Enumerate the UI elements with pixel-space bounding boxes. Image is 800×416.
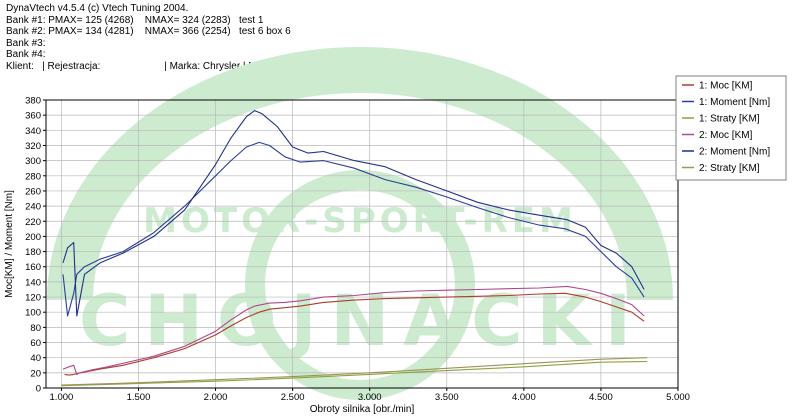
legend-label: 1: Straty [KM] [699, 114, 760, 125]
series-line-1-moc-km [64, 292, 645, 376]
y-tick-label: 140 [25, 277, 41, 288]
y-tick-label: 120 [25, 293, 41, 304]
bank-1-name: test 1 [238, 14, 264, 26]
x-tick-label: 5.000 [666, 392, 690, 403]
x-tick-label: 2.000 [204, 392, 228, 403]
bank-1-label: Bank #1: [6, 14, 46, 26]
axis-ticks: 0 20 40 60 80 100 120 140 160 180 200 220 240 260 280 3… [25, 96, 690, 404]
series-line-1-straty-km [61, 360, 648, 387]
y-tick-label: 200 [25, 232, 41, 243]
series-line-2-moment-nm [62, 110, 645, 317]
y-tick-label: 300 [25, 156, 41, 167]
bank-2-name: test 6 box 6 [238, 26, 291, 37]
legend-label: 2: Moc [KM] [699, 130, 753, 141]
series-layer [61, 110, 648, 387]
x-tick-label: 2.500 [281, 392, 305, 403]
plot-frame [45, 99, 679, 389]
legend-label: 2: Straty [KM] [699, 163, 760, 174]
legend: 1: Moc [KM] 1: Moment [Nm] 1: Straty [KM] 2… [675, 75, 787, 181]
x-tick-label: 4.000 [512, 392, 536, 403]
bank-4-label: Bank #4: [6, 49, 46, 60]
y-tick-label: 20 [30, 368, 41, 379]
bank-4-line: Bank #4: [6, 49, 348, 61]
y-tick-label: 40 [30, 353, 41, 364]
y-tick-label: 340 [25, 126, 41, 137]
x-tick-label: 3.500 [435, 392, 459, 403]
x-tick-label: 1.500 [127, 392, 151, 403]
bank-1-line: Bank #1: PMAX= 125 (4268) NMAX= 324 (228… [6, 15, 348, 27]
bank-2-pmax: PMAX= 134 (4281) [48, 26, 134, 37]
y-tick-label: 0 [36, 384, 41, 395]
legend-label: 1: Moc [KM] [699, 81, 753, 92]
y-tick-label: 100 [25, 308, 41, 319]
y-tick-label: 220 [25, 217, 41, 228]
bank-3-line: Bank #3: [6, 38, 348, 50]
y-tick-label: 180 [25, 247, 41, 258]
series-line-2-moc-km [62, 285, 645, 375]
y-tick-label: 160 [25, 262, 41, 273]
y-tick-label: 320 [25, 141, 41, 152]
series-line-1-moment-nm [62, 141, 645, 317]
y-tick-label: 280 [25, 171, 41, 182]
x-tick-label: 4.500 [589, 392, 613, 403]
y-tick-label: 380 [25, 96, 41, 107]
x-axis-title: Obroty silnika [obr./min] [310, 404, 415, 415]
bank-2-nmax: NMAX= 366 (2254) [144, 26, 231, 37]
bank-3-label: Bank #3: [6, 37, 46, 49]
y-tick-label: 260 [25, 186, 41, 197]
legend-label: 2: Moment [Nm] [699, 147, 770, 158]
y-tick-label: 80 [30, 323, 41, 334]
y-axis-title: Moc[KM] / Moment [Nm] [4, 190, 15, 298]
bank-2-label: Bank #2: [6, 26, 46, 37]
y-tick-label: 240 [25, 202, 41, 213]
legend-label: 1: Moment [Nm] [699, 97, 770, 108]
x-tick-label: 1.000 [50, 392, 74, 403]
bank-1-pmax: PMAX= 125 (4268) [48, 14, 134, 26]
bank-2-line: Bank #2: PMAX= 134 (4281) NMAX= 366 (225… [6, 26, 348, 38]
watermark-ring [245, 170, 475, 400]
legend-box [675, 75, 787, 181]
bank-1-nmax: NMAX= 324 (2283) [144, 14, 231, 26]
x-tick-label: 3.000 [358, 392, 382, 403]
y-tick-label: 360 [25, 111, 41, 122]
series-line-2-straty-km [61, 357, 648, 386]
y-tick-label: 60 [30, 338, 41, 349]
watermark-arc [47, 47, 673, 301]
app-title: DynaVtech v4.5.4 (c) Vtech Tuning 2004. [6, 3, 189, 14]
watermark-big-text: CHOJNACKI [79, 280, 645, 362]
